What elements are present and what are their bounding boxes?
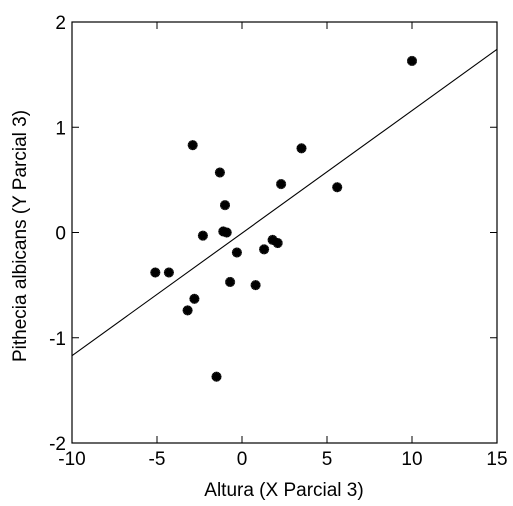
data-point bbox=[332, 182, 343, 193]
data-point bbox=[250, 280, 261, 291]
data-point-center bbox=[262, 247, 266, 251]
x-tick-label: 15 bbox=[486, 449, 507, 470]
data-point-center bbox=[167, 270, 171, 275]
data-point-center bbox=[201, 234, 205, 238]
data-point-center bbox=[153, 270, 157, 275]
data-point bbox=[187, 140, 198, 151]
data-point-center bbox=[192, 297, 196, 301]
data-point bbox=[220, 200, 230, 211]
data-point-center bbox=[276, 241, 280, 245]
y-tick-label: 2 bbox=[55, 13, 66, 34]
data-point bbox=[225, 276, 236, 287]
x-tick-label: 10 bbox=[401, 449, 422, 470]
data-point-center bbox=[254, 283, 258, 287]
y-tick-label: -2 bbox=[49, 434, 66, 455]
x-tick-label: -5 bbox=[149, 449, 166, 470]
data-point-center bbox=[279, 182, 283, 186]
data-point bbox=[150, 267, 161, 278]
data-point-center bbox=[410, 59, 414, 63]
data-point bbox=[259, 244, 270, 255]
data-point bbox=[231, 247, 242, 258]
data-point bbox=[221, 227, 232, 238]
data-point-center bbox=[228, 280, 232, 284]
data-point-center bbox=[218, 170, 222, 175]
data-point bbox=[214, 167, 225, 178]
x-tick-label: -10 bbox=[58, 449, 85, 470]
data-point-center bbox=[186, 308, 190, 312]
data-point bbox=[276, 179, 287, 190]
data-point bbox=[211, 371, 222, 382]
regression-line bbox=[71, 48, 498, 357]
plot-frame bbox=[71, 21, 498, 444]
data-point bbox=[182, 305, 193, 316]
data-point-center bbox=[299, 146, 304, 150]
data-point-center bbox=[214, 375, 219, 379]
y-axis-label: Pithecia albicans (Y Parcial 3) bbox=[10, 110, 31, 362]
x-tick-label: 5 bbox=[322, 449, 333, 470]
data-point bbox=[407, 55, 417, 66]
y-tick-label: -1 bbox=[49, 329, 66, 350]
data-point-center bbox=[335, 185, 339, 189]
data-point bbox=[163, 267, 174, 278]
data-point bbox=[296, 143, 307, 154]
data-points bbox=[150, 55, 417, 382]
regression-line-group bbox=[71, 48, 498, 357]
plot-area bbox=[71, 21, 498, 444]
y-tick-label: 0 bbox=[55, 224, 66, 245]
data-point bbox=[272, 238, 283, 249]
data-point-center bbox=[235, 250, 239, 255]
data-point-center bbox=[191, 143, 195, 147]
x-axis-label: Altura (X Parcial 3) bbox=[204, 480, 363, 501]
data-point bbox=[197, 230, 208, 241]
data-point bbox=[189, 293, 200, 304]
data-point-center bbox=[223, 203, 227, 207]
x-tick-label: 0 bbox=[237, 449, 248, 470]
data-point-center bbox=[225, 230, 229, 235]
y-tick-label: 1 bbox=[55, 118, 66, 139]
